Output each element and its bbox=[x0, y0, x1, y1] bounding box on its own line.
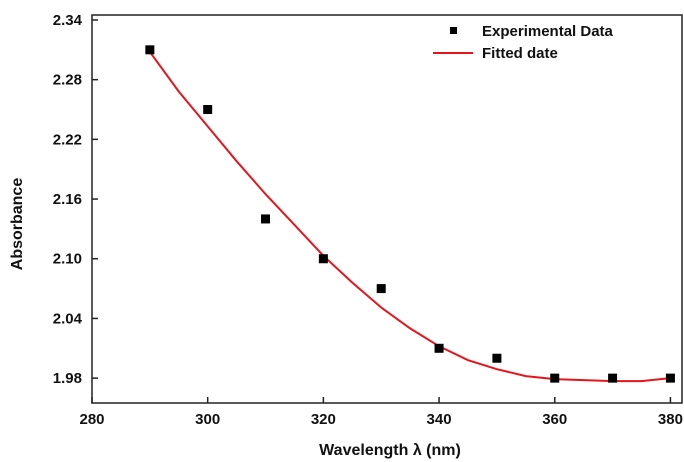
experimental-point bbox=[203, 105, 213, 115]
y-tick-label: 2.16 bbox=[53, 191, 82, 208]
x-tick-label: 320 bbox=[311, 411, 336, 428]
experimental-point bbox=[492, 353, 502, 363]
legend-label-fitted: Fitted date bbox=[482, 45, 558, 62]
x-tick-label: 340 bbox=[427, 411, 452, 428]
legend-marker-experimental bbox=[450, 27, 457, 34]
y-tick-label: 2.10 bbox=[53, 251, 82, 268]
fitted-curve bbox=[148, 51, 671, 383]
x-tick-label: 360 bbox=[542, 411, 567, 428]
experimental-point bbox=[434, 343, 444, 353]
x-tick-label: 380 bbox=[658, 411, 683, 428]
x-tick-label: 300 bbox=[195, 411, 220, 428]
experimental-point bbox=[376, 284, 386, 294]
y-axis-title: Absorbance bbox=[9, 178, 26, 271]
experimental-point bbox=[608, 373, 618, 383]
y-tick-label: 2.04 bbox=[53, 310, 83, 327]
experimental-point bbox=[145, 45, 155, 55]
experimental-point bbox=[665, 373, 675, 383]
experimental-point bbox=[550, 373, 560, 383]
plot-frame bbox=[91, 14, 683, 404]
y-tick-label: 1.98 bbox=[53, 370, 82, 387]
experimental-point bbox=[318, 254, 328, 264]
x-axis-ticks: 280 300 320 340 360 380 bbox=[79, 397, 683, 428]
y-tick-label: 2.28 bbox=[53, 72, 82, 89]
y-tick-label: 2.22 bbox=[53, 131, 82, 148]
y-axis-ticks: 1.98 2.04 2.10 2.16 2.22 2.28 2.34 bbox=[53, 12, 98, 387]
experimental-point bbox=[261, 214, 271, 224]
y-tick-label: 2.34 bbox=[53, 12, 83, 29]
experimental-points bbox=[145, 45, 675, 383]
x-tick-label: 280 bbox=[79, 411, 104, 428]
x-axis-title: Wavelength λ (nm) bbox=[319, 442, 461, 459]
legend-label-experimental: Experimental Data bbox=[482, 23, 614, 40]
legend: Experimental Data Fitted date bbox=[433, 23, 614, 62]
